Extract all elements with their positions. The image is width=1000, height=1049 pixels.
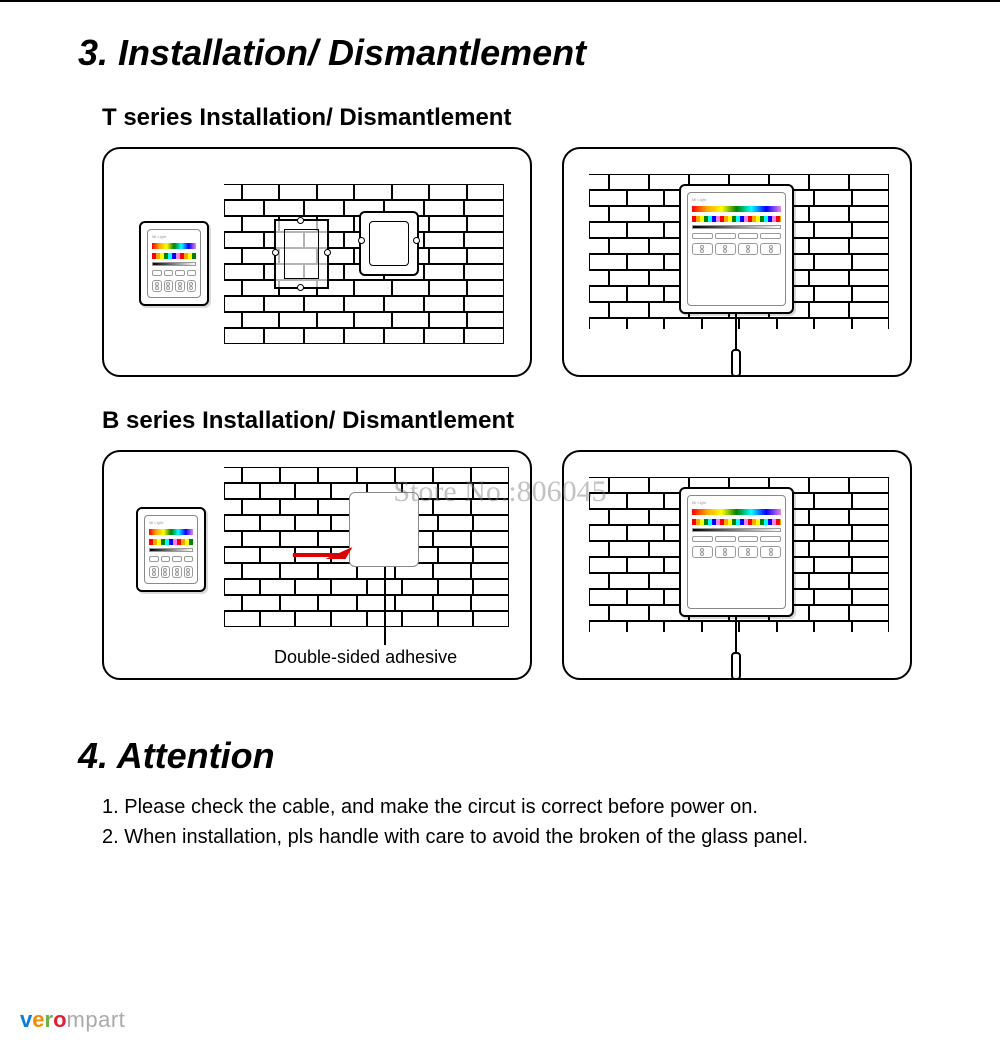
saturation-slider-icon xyxy=(692,519,781,525)
saturation-slider-icon xyxy=(152,253,196,259)
brightness-slider-icon xyxy=(692,225,781,229)
control-panel: Mi·Light xyxy=(139,221,209,306)
screwdriver-icon xyxy=(731,617,741,680)
adhesive-pad xyxy=(349,492,419,567)
screwdriver-icon xyxy=(731,314,741,377)
saturation-slider-icon xyxy=(692,216,781,222)
section-4-title: 4. Attention xyxy=(78,735,1000,777)
attention-item: When installation, pls handle with care … xyxy=(102,822,1000,852)
panel-brand: Mi·Light xyxy=(692,197,781,203)
saturation-slider-icon xyxy=(149,539,193,545)
control-panel-mounted: Mi·Light xyxy=(679,487,794,617)
b-series-step1: Mi·Light Double-sided adhesive xyxy=(102,450,532,680)
adhesive-callout: Double-sided adhesive xyxy=(274,647,457,668)
t-series-step2: Mi·Light xyxy=(562,147,912,377)
rgb-slider-icon xyxy=(692,206,781,212)
t-series-diagrams: Mi·Light Mi·Light xyxy=(102,147,1000,377)
attention-list: Please check the cable, and make the cir… xyxy=(102,792,1000,852)
rgb-slider-icon xyxy=(152,243,196,249)
b-series-title: B series Installation/ Dismantlement xyxy=(102,407,1000,435)
brightness-slider-icon xyxy=(692,528,781,532)
callout-line xyxy=(384,567,386,645)
b-series-diagrams: Mi·Light Double-sided adhesive Mi·Light xyxy=(102,450,1000,680)
control-panel: Mi·Light xyxy=(136,507,206,592)
logo: verompart xyxy=(20,1007,125,1033)
attention-item: Please check the cable, and make the cir… xyxy=(102,792,1000,822)
t-series-title: T series Installation/ Dismantlement xyxy=(102,104,1000,132)
panel-brand: Mi·Light xyxy=(692,500,781,506)
control-panel-mounted: Mi·Light xyxy=(679,184,794,314)
section-3-title: 3. Installation/ Dismantlement xyxy=(78,32,1000,74)
b-series-step2: Mi·Light xyxy=(562,450,912,680)
panel-brand: Mi·Light xyxy=(152,234,196,240)
rgb-slider-icon xyxy=(692,509,781,515)
rgb-slider-icon xyxy=(149,529,193,535)
brightness-slider-icon xyxy=(149,548,193,552)
panel-brand: Mi·Light xyxy=(149,520,193,526)
brightness-slider-icon xyxy=(152,262,196,266)
mounting-bracket xyxy=(274,219,329,289)
junction-box xyxy=(359,211,419,276)
t-series-step1: Mi·Light xyxy=(102,147,532,377)
